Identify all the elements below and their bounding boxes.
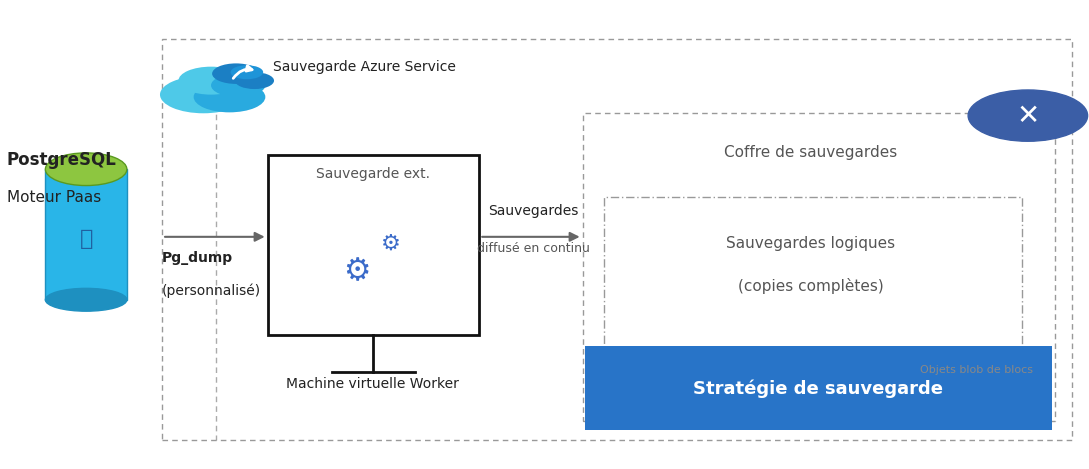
Text: Sauvegardes: Sauvegardes xyxy=(489,204,579,218)
Ellipse shape xyxy=(194,82,266,113)
Circle shape xyxy=(968,90,1088,141)
Text: Sauvegarde ext.: Sauvegarde ext. xyxy=(317,167,430,181)
Ellipse shape xyxy=(211,74,266,97)
Text: Objets blob de blocs: Objets blob de blocs xyxy=(920,365,1033,375)
Text: Stratégie de sauvegarde: Stratégie de sauvegarde xyxy=(694,379,943,398)
Ellipse shape xyxy=(46,153,126,186)
Text: Sauvegardes logiques: Sauvegardes logiques xyxy=(726,236,895,251)
Bar xyxy=(583,113,1055,421)
Text: (personnalisé): (personnalisé) xyxy=(162,283,261,298)
Text: ⚙: ⚙ xyxy=(343,257,370,287)
Text: ✕: ✕ xyxy=(1016,102,1040,129)
Ellipse shape xyxy=(46,288,126,311)
Text: Machine virtuelle Worker: Machine virtuelle Worker xyxy=(286,377,460,391)
Text: (copies complètes): (copies complètes) xyxy=(737,278,883,294)
Ellipse shape xyxy=(179,67,244,95)
Ellipse shape xyxy=(231,65,264,79)
Ellipse shape xyxy=(212,63,260,84)
Bar xyxy=(46,169,126,300)
Ellipse shape xyxy=(235,72,274,89)
Ellipse shape xyxy=(160,76,247,113)
Text: Moteur Paas: Moteur Paas xyxy=(7,189,101,204)
Text: ⚙: ⚙ xyxy=(381,234,401,254)
Text: 🐘: 🐘 xyxy=(79,229,93,249)
Bar xyxy=(604,197,1023,384)
Bar xyxy=(162,38,1073,439)
Text: PostgreSQL: PostgreSQL xyxy=(7,151,117,169)
Text: Coffre de sauvegardes: Coffre de sauvegardes xyxy=(724,145,897,160)
Bar xyxy=(268,155,479,335)
Text: diffusé en continu: diffusé en continu xyxy=(477,242,590,255)
Text: Pg_dump: Pg_dump xyxy=(162,251,233,265)
Text: Sauvegarde Azure Service: Sauvegarde Azure Service xyxy=(273,60,456,74)
Bar xyxy=(585,347,1052,431)
